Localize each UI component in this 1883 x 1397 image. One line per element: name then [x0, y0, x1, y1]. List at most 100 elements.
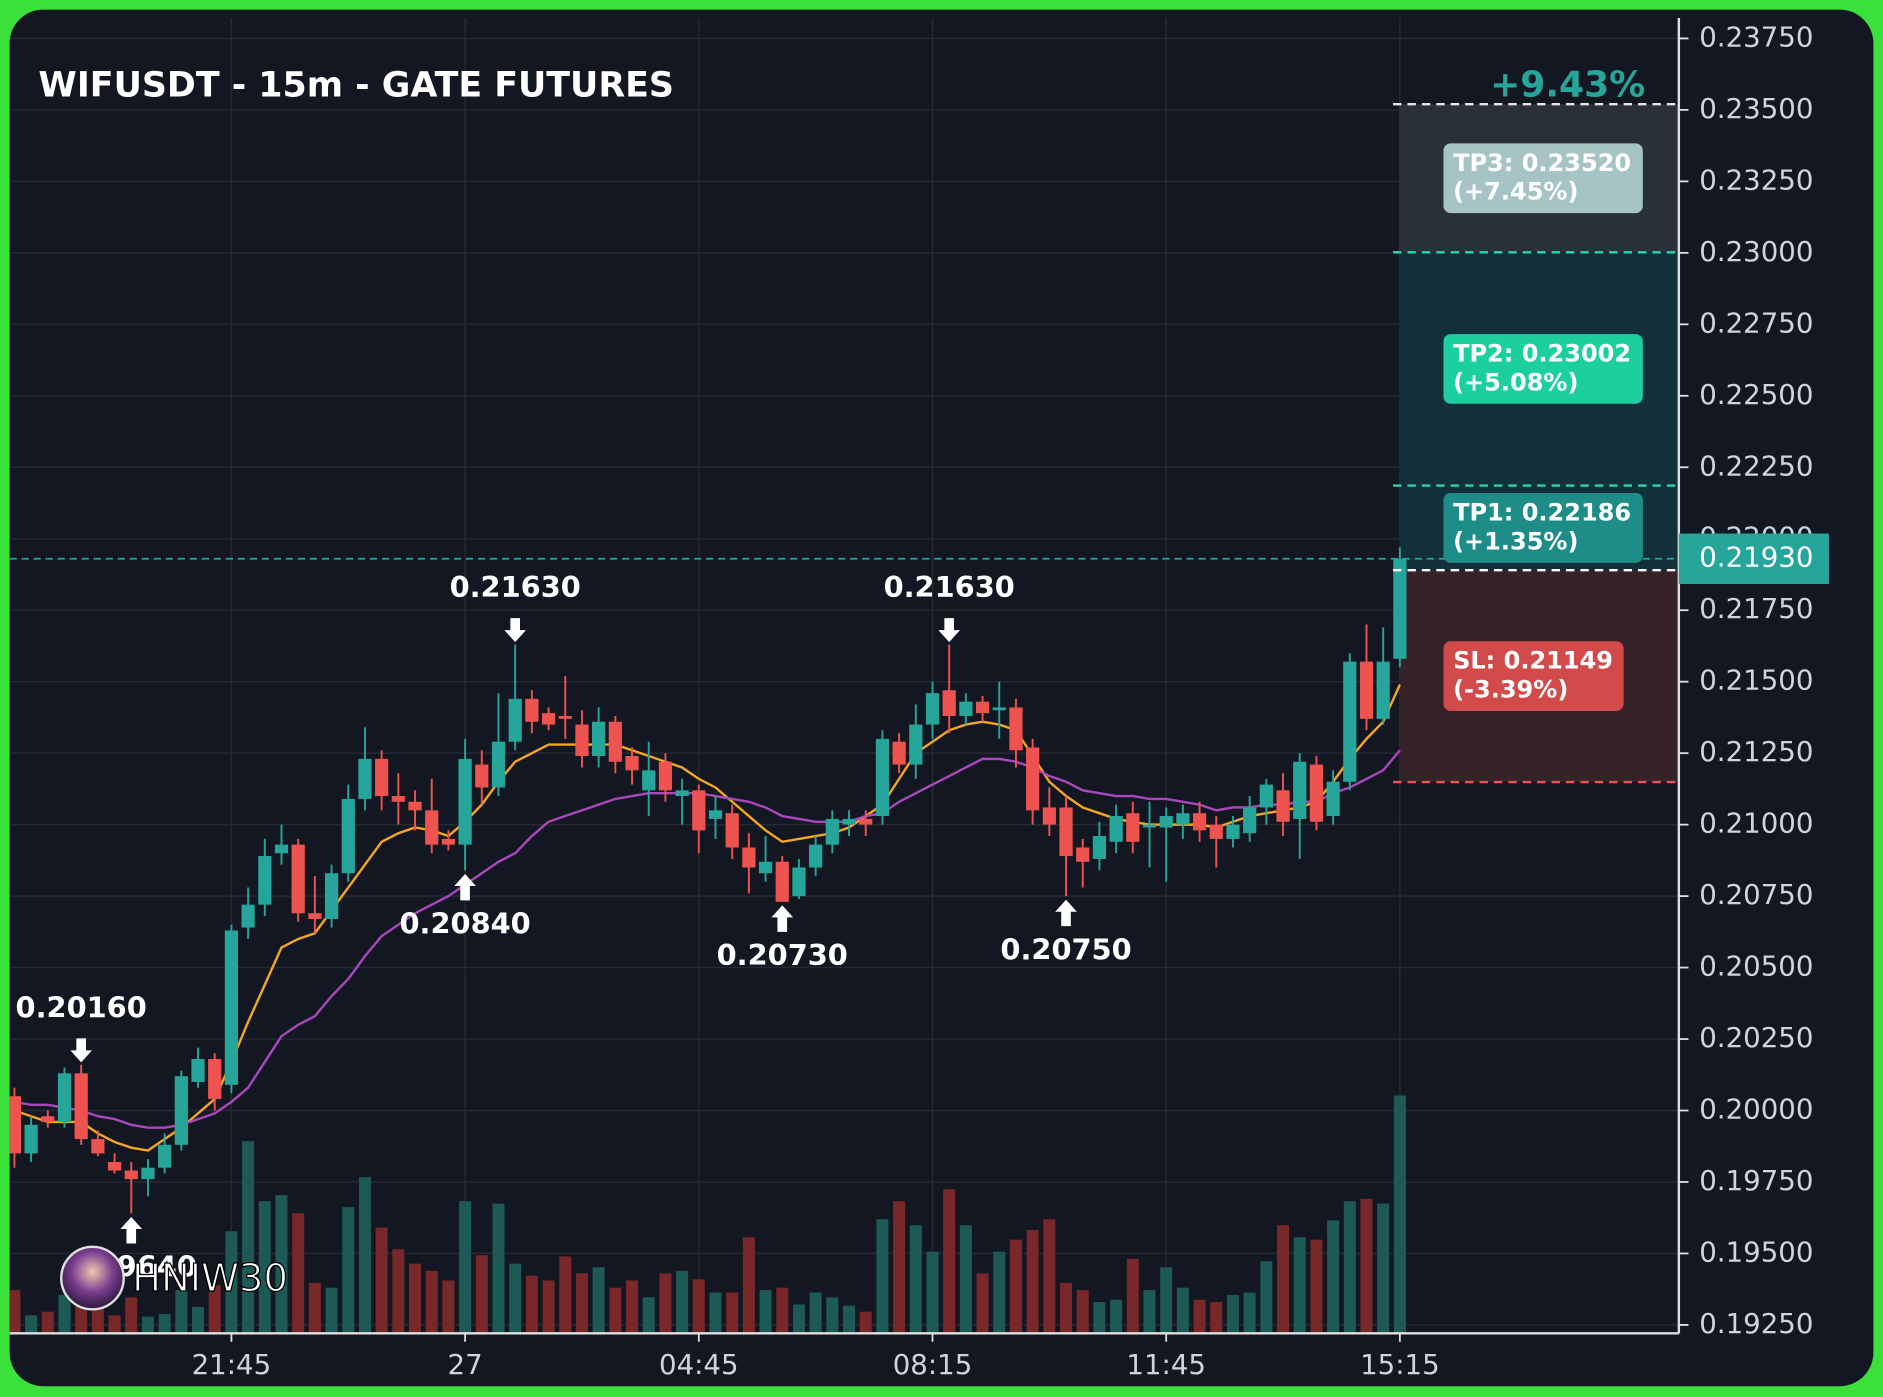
candle-body	[208, 1059, 222, 1100]
annotation-arrow	[454, 873, 476, 901]
level-change: (+5.08%)	[1453, 368, 1578, 396]
x-tick-label: 04:45	[659, 1348, 739, 1381]
y-tick-label: 0.21250	[1699, 735, 1813, 768]
candle-body	[725, 813, 739, 848]
y-tick-label: 0.23250	[1699, 163, 1813, 196]
volume-bar	[559, 1256, 572, 1334]
volume-bar	[993, 1251, 1006, 1334]
volume-bar	[843, 1305, 856, 1334]
candle-body	[358, 758, 372, 799]
moving-average-line	[14, 749, 1401, 1129]
candle-body	[625, 756, 639, 771]
volume-bar	[1143, 1290, 1156, 1334]
candle-body	[491, 741, 506, 788]
level-box	[1443, 143, 1643, 214]
volume-bar	[275, 1195, 288, 1334]
candle-body	[458, 758, 472, 845]
candle-body	[675, 790, 689, 797]
level-change: (+7.45%)	[1453, 178, 1578, 206]
volume-bar	[709, 1292, 722, 1334]
candle-body	[1159, 816, 1173, 828]
volume-bar	[1126, 1258, 1139, 1334]
candle-body	[241, 904, 255, 928]
candle-body	[1359, 661, 1374, 719]
candle-body	[592, 721, 606, 757]
level-box	[1443, 493, 1643, 563]
candle-body	[925, 693, 940, 725]
volume-bar	[175, 1290, 188, 1334]
volume-bar	[58, 1294, 71, 1334]
volume-bar	[1277, 1225, 1290, 1334]
candle-body	[274, 844, 289, 854]
x-tick-label: 21:45	[192, 1348, 272, 1381]
y-tick-label: 0.23000	[1699, 235, 1813, 268]
candle-body	[792, 867, 806, 897]
candle-body	[525, 698, 539, 722]
volume-bar	[358, 1177, 371, 1334]
last-price-badge	[1678, 533, 1829, 584]
volume-bar	[342, 1207, 355, 1334]
annotation-arrow	[504, 618, 526, 643]
volume-bar	[1226, 1294, 1239, 1334]
candle-body	[425, 810, 439, 845]
candle-body	[308, 913, 322, 919]
volume-bar	[826, 1297, 839, 1334]
volume-bar	[108, 1315, 121, 1334]
annotation-arrow	[120, 1217, 143, 1244]
volume-bar	[1176, 1287, 1189, 1334]
level-box	[1443, 641, 1624, 711]
level-name: TP2: 0.23002	[1453, 340, 1631, 368]
volume-bar	[208, 1285, 221, 1334]
candle-body	[41, 1116, 55, 1122]
candle-body	[859, 818, 873, 825]
candle-body	[1226, 824, 1240, 839]
chart-title: WIFUSDT - 15m - GATE FUTURES	[38, 65, 674, 105]
level-name: TP1: 0.22186	[1453, 498, 1631, 526]
candle-body	[408, 801, 422, 811]
candle-body	[842, 818, 856, 825]
candle-body	[1259, 784, 1273, 808]
volume-bar	[1193, 1299, 1206, 1334]
candle-body	[1393, 558, 1407, 659]
volume-bar	[692, 1279, 705, 1334]
candle-body	[575, 724, 589, 757]
volume-bar	[141, 1316, 154, 1334]
candle-body	[1326, 781, 1340, 817]
candle-body	[1343, 661, 1357, 782]
volume-bar	[9, 1290, 21, 1334]
candle-body	[541, 713, 556, 725]
volume-bar	[859, 1311, 872, 1334]
volume-bar	[609, 1287, 622, 1334]
candle-body	[1192, 813, 1207, 831]
candle-body	[1293, 761, 1307, 819]
volume-bar	[192, 1306, 205, 1334]
volume-bar	[75, 1302, 88, 1334]
candle-body	[391, 796, 405, 802]
volume-bar	[742, 1237, 755, 1334]
annotation-arrow	[1055, 899, 1077, 927]
y-tick-label: 0.20750	[1699, 878, 1813, 911]
volume-bar	[41, 1311, 54, 1334]
candle-body	[742, 847, 756, 868]
volume-bar	[1243, 1292, 1256, 1334]
x-tick-label: 08:15	[893, 1348, 973, 1381]
volume-bar	[592, 1267, 605, 1334]
volume-bar	[325, 1287, 338, 1334]
candle-body	[158, 1144, 172, 1168]
candle-body	[441, 838, 456, 845]
volume-bar	[1160, 1267, 1173, 1334]
candle-body	[1276, 790, 1290, 822]
candle-body	[1243, 807, 1257, 834]
level-name: TP3: 0.23520	[1453, 149, 1631, 177]
y-tick-label: 0.21750	[1699, 592, 1813, 625]
candle-body	[141, 1167, 155, 1180]
volume-bar	[792, 1304, 805, 1334]
volume-bar	[392, 1249, 405, 1334]
volume-bar	[425, 1270, 438, 1334]
candle-body	[341, 798, 355, 874]
y-tick-label: 0.23500	[1699, 92, 1813, 125]
candle-body	[975, 701, 990, 714]
volume-bar	[542, 1280, 555, 1334]
candle-body	[1059, 807, 1073, 857]
volume-bar	[158, 1314, 171, 1334]
